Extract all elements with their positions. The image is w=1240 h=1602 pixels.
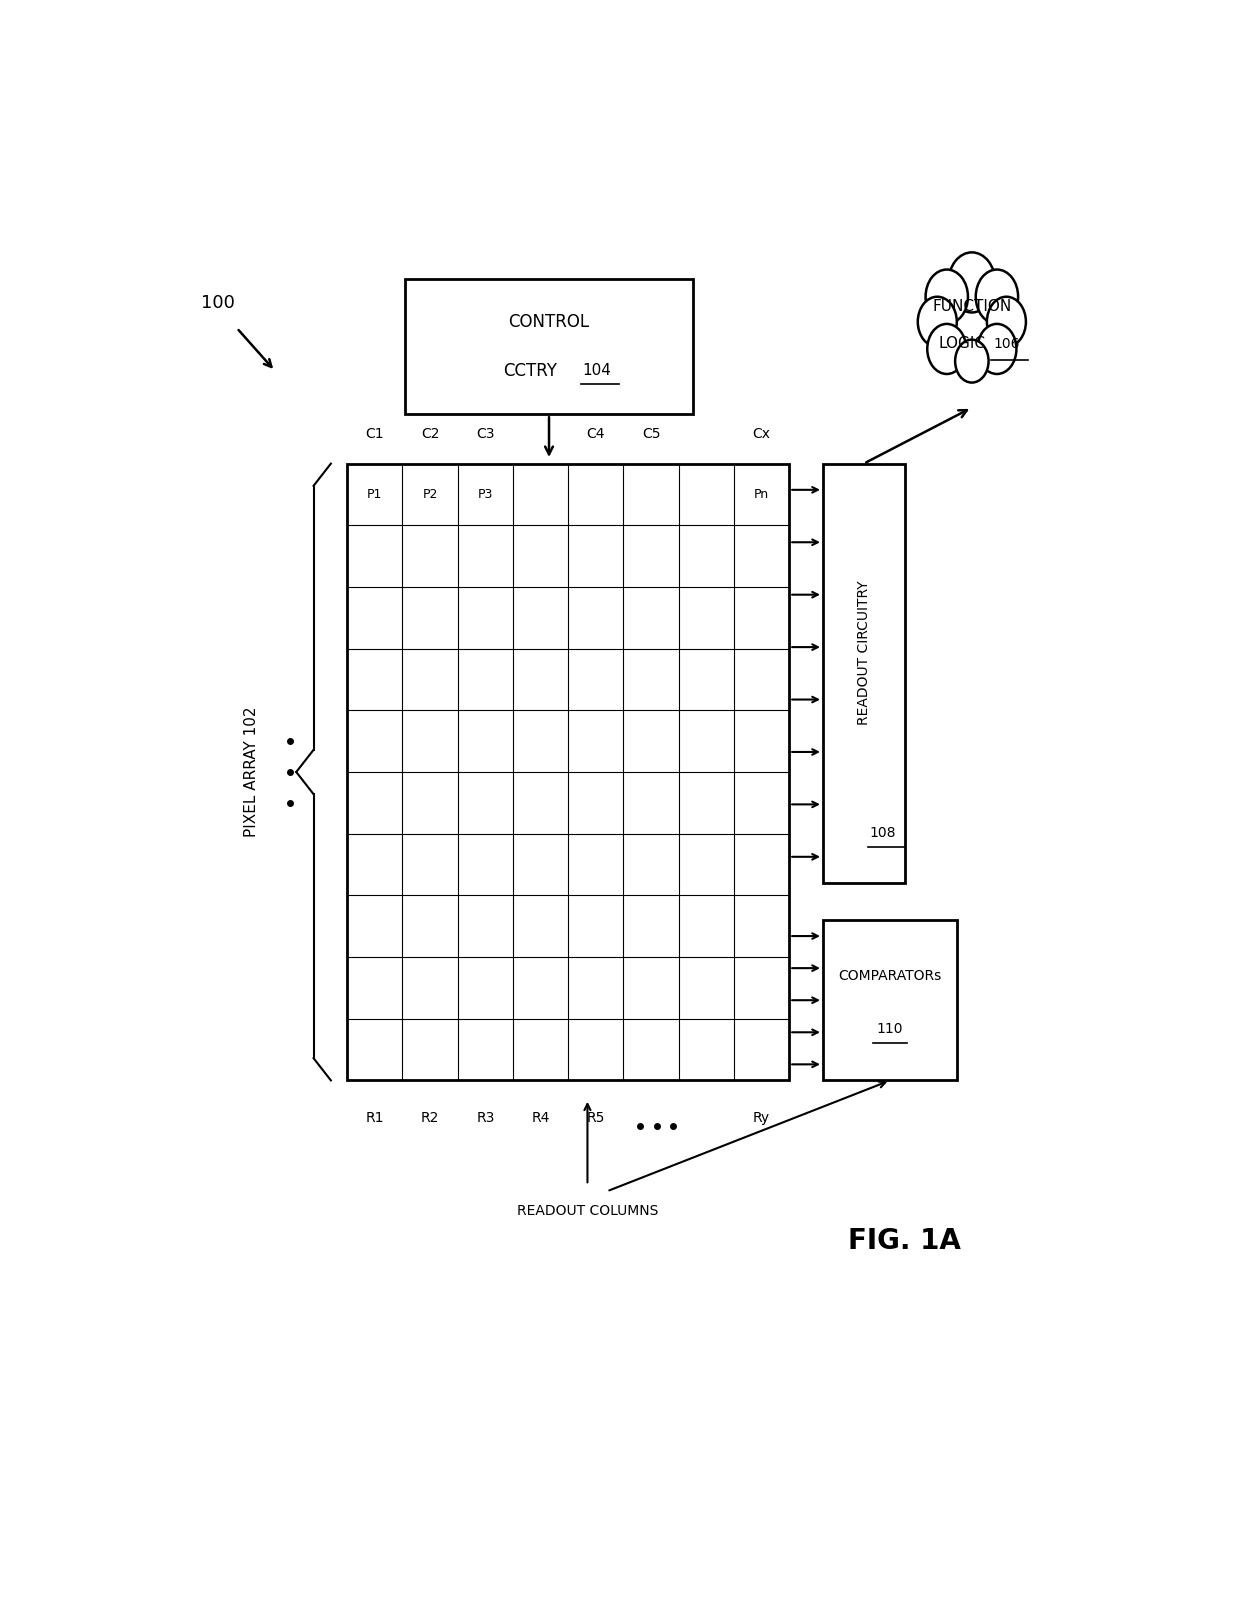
Text: P3: P3 <box>477 489 494 501</box>
Text: 106: 106 <box>993 336 1019 351</box>
Text: FIG. 1A: FIG. 1A <box>848 1227 961 1254</box>
Text: R5: R5 <box>587 1112 605 1125</box>
Text: R4: R4 <box>532 1112 549 1125</box>
FancyBboxPatch shape <box>347 463 789 1080</box>
Text: COMPARATORs: COMPARATORs <box>838 969 942 984</box>
Text: R2: R2 <box>420 1112 439 1125</box>
Circle shape <box>977 324 1017 373</box>
Text: C1: C1 <box>366 428 384 442</box>
Text: P1: P1 <box>367 489 382 501</box>
Text: 108: 108 <box>869 825 897 839</box>
Text: LOGIC: LOGIC <box>939 336 986 351</box>
Text: R3: R3 <box>476 1112 495 1125</box>
FancyBboxPatch shape <box>404 279 693 415</box>
FancyBboxPatch shape <box>823 463 904 883</box>
Text: C4: C4 <box>587 428 605 442</box>
Circle shape <box>949 253 996 312</box>
Text: PIXEL ARRAY 102: PIXEL ARRAY 102 <box>243 706 259 838</box>
Text: CONTROL: CONTROL <box>508 312 589 332</box>
FancyBboxPatch shape <box>823 920 957 1080</box>
Text: C3: C3 <box>476 428 495 442</box>
Text: R1: R1 <box>366 1112 384 1125</box>
Text: READOUT COLUMNS: READOUT COLUMNS <box>517 1203 658 1218</box>
Circle shape <box>955 340 988 383</box>
Text: C2: C2 <box>420 428 439 442</box>
Text: 110: 110 <box>877 1022 904 1036</box>
Text: Cx: Cx <box>753 428 770 442</box>
Text: READOUT CIRCUITRY: READOUT CIRCUITRY <box>857 580 870 724</box>
Text: C5: C5 <box>642 428 661 442</box>
Text: P2: P2 <box>423 489 438 501</box>
Circle shape <box>976 269 1018 324</box>
Text: Pn: Pn <box>754 489 769 501</box>
Circle shape <box>918 296 957 346</box>
Text: Ry: Ry <box>753 1112 770 1125</box>
Text: FUNCTION: FUNCTION <box>932 300 1012 314</box>
Circle shape <box>928 324 966 373</box>
Text: CCTRY: CCTRY <box>502 362 557 380</box>
Circle shape <box>987 296 1025 346</box>
Text: 104: 104 <box>583 364 611 378</box>
Circle shape <box>925 269 968 324</box>
Text: 100: 100 <box>201 295 234 312</box>
